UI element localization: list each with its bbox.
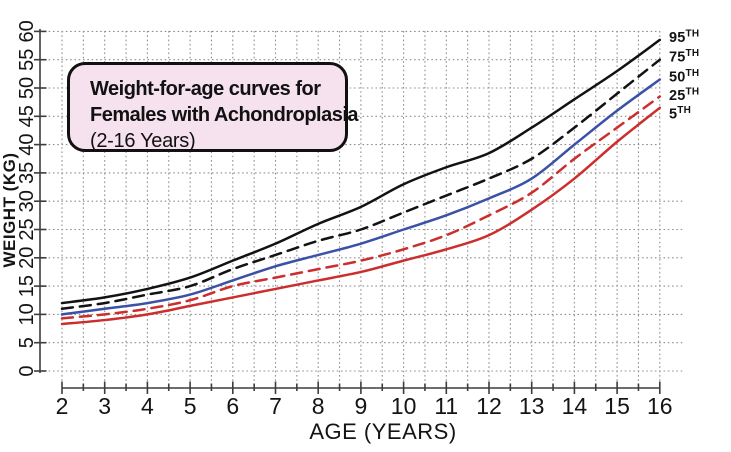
x-tick-label: 2 [56, 393, 69, 419]
y-tick-label: 15 [16, 275, 38, 297]
y-tick-label: 30 [16, 190, 38, 212]
x-tick-label: 11 [434, 393, 458, 419]
y-tick-label: 10 [16, 303, 38, 325]
x-tick-label: 9 [355, 393, 368, 419]
x-tick-label: 10 [391, 393, 417, 419]
legend-75th: 75TH [669, 48, 699, 65]
y-tick-label: 40 [16, 133, 38, 155]
legend-50th: 50TH [669, 68, 699, 86]
x-tick-label: 8 [312, 393, 325, 419]
y-tick-label: 45 [16, 105, 38, 127]
x-tick-label: 12 [476, 393, 502, 419]
chart-title-line1: Weight-for-age curves for [90, 78, 321, 100]
y-tick-label: 55 [16, 49, 38, 71]
x-tick-label: 14 [562, 393, 588, 419]
curve-5th [60, 106, 662, 326]
x-tick-label: 7 [269, 393, 282, 419]
x-tick-label: 15 [604, 393, 630, 419]
curve-95th [60, 38, 662, 305]
x-tick-label: 13 [519, 393, 545, 419]
legend-95th: 95TH [669, 28, 699, 46]
y-axis-label: WEIGHT (KG) [0, 152, 19, 268]
chart-title-line3: (2-16 Years) [90, 130, 196, 152]
gridlines [40, 30, 683, 388]
axes [34, 29, 661, 394]
y-tick-label: 60 [16, 20, 38, 42]
tick-labels: 2 3 4 5 6 7 8 9 10 11 12 13 14 15 16051015202530354045… [16, 20, 673, 419]
y-tick-label: 50 [16, 77, 38, 99]
x-tick-label: 6 [226, 393, 239, 419]
chart-title-box: Weight-for-age curves for Females with A… [67, 62, 359, 152]
legend-25th: 25TH [669, 87, 699, 105]
x-tick-label: 5 [184, 393, 197, 419]
y-tick-label: 5 [16, 337, 38, 348]
x-tick-label: 4 [141, 393, 154, 419]
y-tick-label: 0 [16, 365, 38, 376]
legend-5th: 5TH [669, 105, 691, 123]
y-tick-label: 20 [16, 247, 38, 269]
curve-75th [60, 58, 662, 310]
curve-50th [60, 78, 662, 316]
y-tick-label: 25 [16, 218, 38, 240]
y-tick-label: 35 [16, 162, 38, 184]
percentile-curves [60, 38, 662, 326]
x-tick-label: 16 [647, 393, 673, 419]
x-tick-label: 3 [98, 393, 111, 419]
chart-title-line2: Females with Achondroplasia [90, 104, 359, 126]
curve-25th [60, 95, 662, 320]
x-axis-label: AGE (YEARS) [309, 419, 457, 444]
